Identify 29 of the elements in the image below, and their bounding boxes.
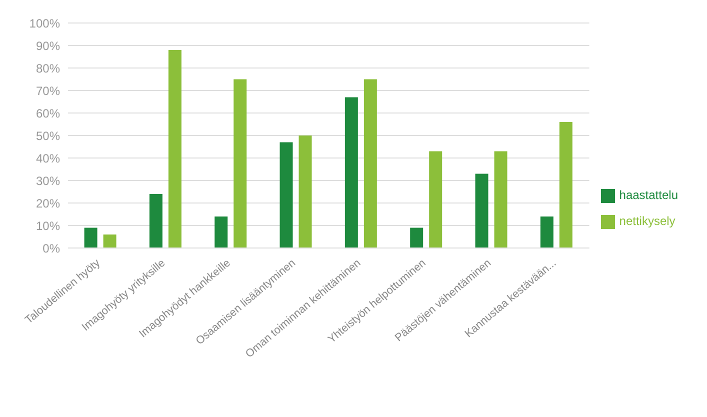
bar [103,234,116,248]
bar [168,50,182,248]
y-tick-label: 100% [29,16,60,30]
bar [559,122,572,248]
legend-label: nettikysely [619,214,676,228]
bar [84,228,98,248]
bar [280,142,293,248]
bar [214,216,228,248]
bar [475,174,488,248]
bar [344,97,358,248]
y-tick-label: 0% [42,241,60,256]
bar [298,136,312,248]
y-tick-label: 70% [36,84,60,98]
y-tick-label: 60% [36,106,60,120]
bar [540,216,554,248]
bar [494,151,508,248]
bar [234,79,247,248]
bar [149,194,162,248]
y-tick-label: 30% [36,174,60,188]
y-tick-label: 50% [36,128,60,143]
y-tick-label: 20% [36,196,60,210]
bar [410,228,424,248]
y-tick-label: 90% [36,38,60,53]
bar [364,79,377,248]
y-tick-label: 10% [36,218,60,233]
y-tick-label: 80% [36,61,60,76]
y-tick-label: 40% [36,151,60,166]
legend-label: haastattelu [619,188,678,202]
bar [429,151,442,248]
